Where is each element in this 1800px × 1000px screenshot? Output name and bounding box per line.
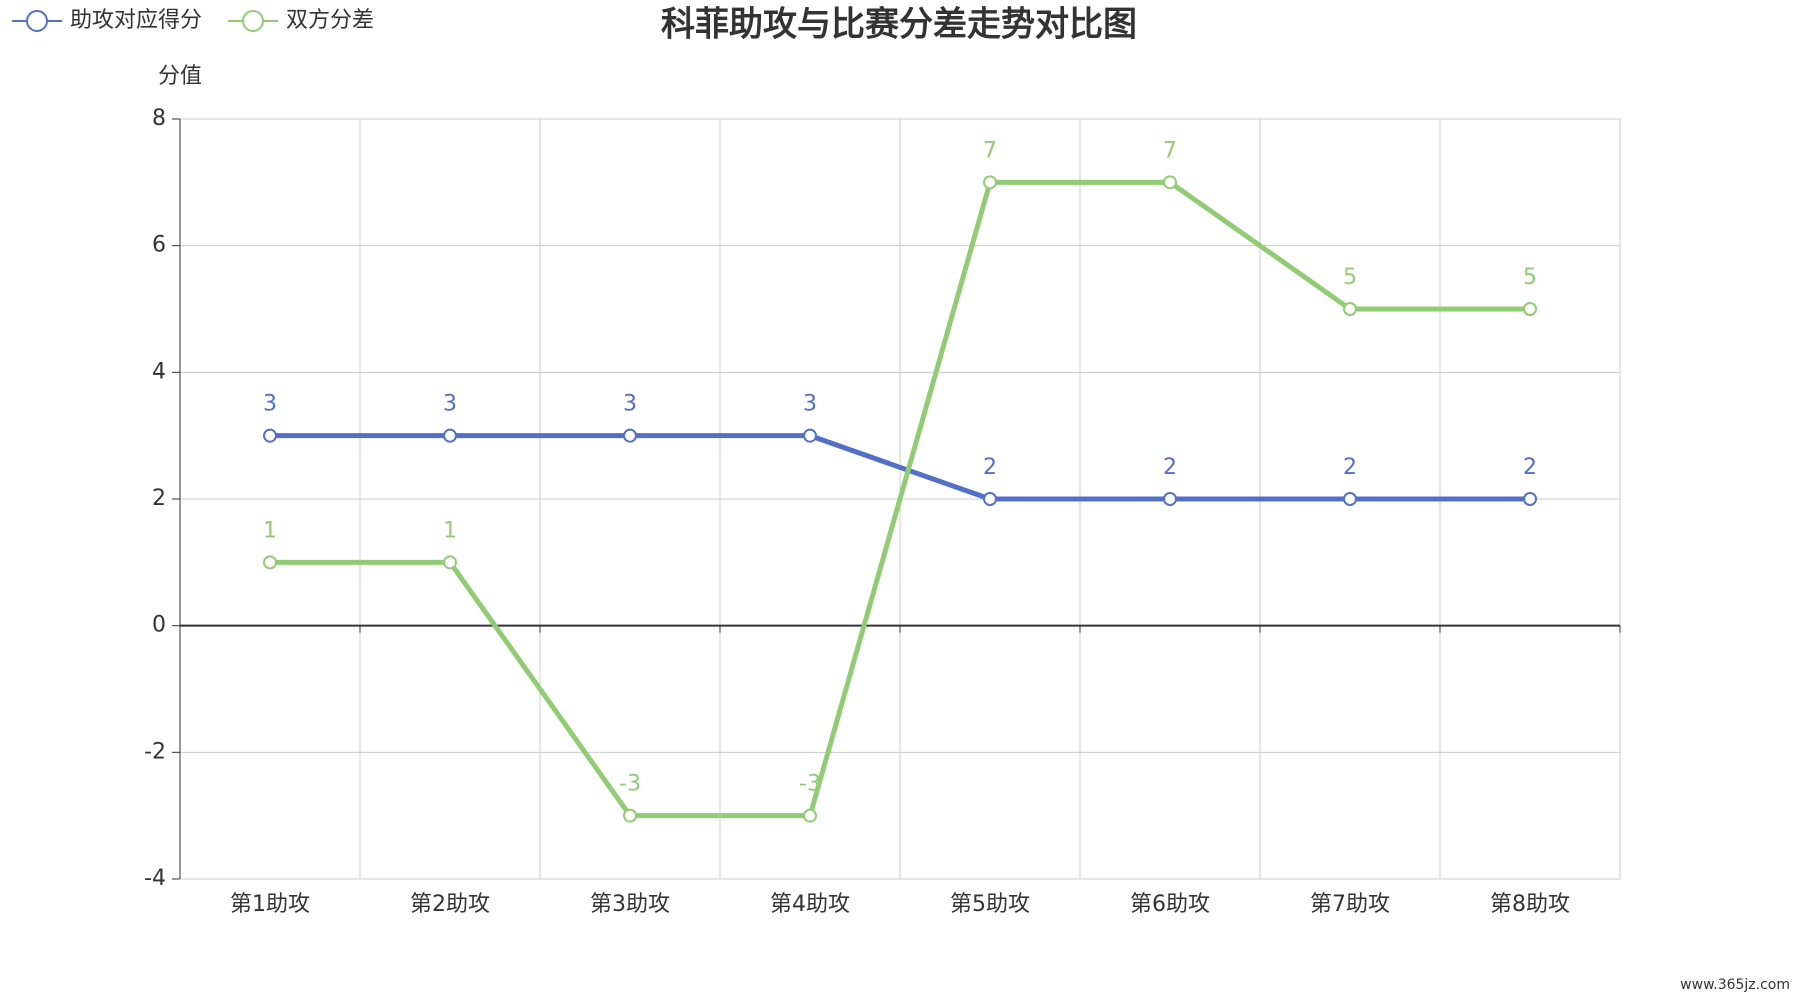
data-label: 1: [263, 518, 277, 543]
chart-title: 科菲助攻与比赛分差走势对比图: [661, 5, 1137, 45]
data-point: [443, 555, 457, 570]
x-tick-label: 第3助攻: [590, 892, 670, 917]
watermark: www.365jz.com: [1680, 977, 1790, 993]
legend-label: 助攻对应得分: [70, 8, 202, 33]
x-tick-label: 第5助攻: [950, 892, 1030, 917]
data-label: 3: [443, 392, 457, 417]
data-label: 2: [1523, 455, 1537, 480]
x-tick-label: 第4助攻: [770, 892, 850, 917]
data-label: 1: [443, 518, 457, 543]
data-point: [263, 428, 277, 443]
y-axis-label: 分值: [158, 64, 202, 89]
data-point: [983, 175, 997, 190]
x-tick-label: 第8助攻: [1490, 892, 1570, 917]
legend-label: 双方分差: [286, 8, 374, 33]
data-point: [443, 428, 457, 443]
data-label: 5: [1523, 265, 1537, 290]
data-label: 3: [263, 392, 277, 417]
data-label: -3: [619, 772, 641, 797]
data-label: 7: [983, 138, 997, 163]
legend-marker: [242, 10, 265, 32]
series-line: [270, 433, 1530, 502]
data-point: [623, 428, 637, 443]
data-label: 2: [1343, 455, 1357, 480]
y-tick-label: 6: [152, 233, 166, 258]
x-tick-label: 第6助攻: [1130, 892, 1210, 917]
data-point: [1343, 302, 1357, 316]
data-point: [263, 555, 277, 570]
x-tick-label: 第7助攻: [1310, 892, 1390, 917]
x-tick-label: 第2助攻: [410, 892, 490, 917]
data-point: [1523, 492, 1537, 506]
data-point: [803, 808, 817, 823]
data-point: [1523, 302, 1537, 316]
data-point: [623, 808, 637, 823]
data-point: [983, 492, 997, 506]
data-point: [1163, 175, 1177, 190]
data-label: 3: [623, 392, 637, 417]
legend-marker: [26, 10, 48, 32]
y-tick-label: 0: [152, 613, 166, 638]
data-label: 7: [1163, 138, 1177, 163]
y-tick-label: 8: [152, 106, 166, 131]
y-tick-label: -2: [144, 739, 166, 764]
data-label: 3: [803, 392, 817, 417]
data-point: [1163, 492, 1177, 506]
series-line: [270, 179, 1530, 819]
data-point: [1343, 492, 1357, 506]
data-label: 2: [983, 455, 997, 480]
y-tick-label: 2: [152, 486, 166, 511]
y-tick-label: 4: [152, 359, 166, 384]
data-point: [803, 428, 817, 443]
data-label: -3: [799, 772, 821, 797]
x-tick-label: 第1助攻: [230, 892, 310, 917]
data-label: 5: [1343, 265, 1357, 290]
data-label: 2: [1163, 455, 1177, 480]
y-tick-label: -4: [144, 866, 166, 891]
